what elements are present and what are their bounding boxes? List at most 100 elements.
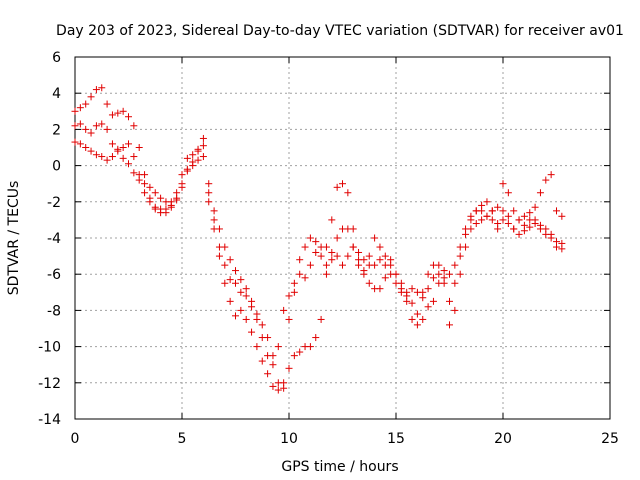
data-point — [183, 154, 191, 162]
data-point — [397, 288, 405, 296]
data-point — [114, 145, 122, 153]
data-point — [306, 234, 314, 242]
data-point — [103, 156, 111, 164]
data-point — [333, 234, 341, 242]
data-point — [114, 109, 122, 117]
data-point — [365, 252, 373, 260]
data-point — [339, 180, 346, 188]
data-point — [301, 243, 309, 251]
data-point — [413, 310, 421, 318]
data-point — [419, 315, 427, 323]
data-point — [274, 343, 282, 351]
data-point — [312, 248, 320, 256]
data-point — [312, 334, 320, 342]
data-point — [232, 279, 239, 287]
data-point — [210, 216, 218, 224]
data-point — [371, 261, 379, 269]
data-point — [98, 84, 106, 92]
data-point — [419, 294, 427, 302]
data-point — [226, 256, 234, 264]
data-point — [451, 306, 459, 314]
data-point — [558, 212, 566, 220]
data-point — [290, 352, 298, 360]
data-point — [435, 270, 443, 278]
data-point — [242, 315, 250, 323]
data-point — [210, 207, 218, 215]
y-tick-label: -6 — [47, 267, 61, 283]
data-point — [285, 364, 293, 372]
data-point — [280, 306, 288, 314]
data-point — [424, 285, 432, 293]
data-point — [322, 261, 330, 269]
chart-title: Day 203 of 2023, Sidereal Day-to-day VTE… — [56, 23, 624, 39]
data-point — [456, 270, 464, 278]
data-point — [360, 267, 368, 275]
data-point — [237, 288, 245, 296]
data-point — [488, 216, 496, 224]
data-point — [258, 357, 266, 365]
data-point — [119, 144, 127, 151]
data-point — [98, 120, 106, 128]
data-point — [253, 343, 261, 351]
data-point — [178, 171, 186, 179]
data-point — [82, 144, 90, 151]
data-point — [456, 252, 464, 260]
data-point — [349, 243, 357, 251]
data-point — [392, 279, 400, 287]
data-point — [189, 151, 197, 159]
data-point — [146, 198, 154, 206]
data-point — [226, 297, 234, 305]
data-point — [119, 107, 127, 115]
data-point — [274, 379, 282, 387]
data-point — [178, 183, 186, 191]
data-point — [429, 297, 437, 305]
data-point — [360, 256, 368, 264]
y-tick-label: -14 — [38, 412, 61, 428]
x-tick-label: 0 — [71, 431, 80, 447]
data-point — [429, 274, 437, 282]
data-point — [306, 261, 314, 269]
data-point — [456, 243, 464, 251]
data-point — [446, 297, 453, 305]
data-point — [547, 171, 555, 179]
data-point — [264, 370, 272, 378]
data-point — [199, 153, 207, 161]
data-point — [339, 261, 346, 269]
x-tick-label: 25 — [601, 431, 619, 447]
data-point — [167, 198, 175, 206]
data-point — [547, 234, 555, 242]
data-point — [531, 220, 539, 228]
data-point — [403, 292, 411, 300]
data-point — [526, 209, 534, 217]
data-point — [269, 382, 277, 390]
data-point — [446, 270, 453, 278]
data-point — [440, 267, 448, 275]
data-point — [194, 145, 202, 153]
data-point — [333, 252, 341, 260]
y-tick-label: 6 — [52, 50, 61, 66]
data-point — [317, 252, 325, 260]
x-tick-label: 10 — [280, 431, 298, 447]
data-point — [413, 288, 421, 296]
data-point — [478, 216, 486, 224]
data-point — [237, 306, 245, 314]
data-point — [381, 261, 389, 269]
data-point — [205, 189, 213, 197]
data-point — [408, 315, 416, 323]
data-point — [205, 180, 213, 188]
data-point — [237, 276, 245, 284]
data-point — [141, 189, 149, 197]
data-point — [328, 248, 336, 256]
data-point — [408, 299, 416, 307]
data-point — [258, 321, 266, 329]
data-point — [520, 227, 528, 235]
x-tick-label: 5 — [178, 431, 187, 447]
data-point — [285, 315, 293, 323]
axis-ticks: 0 5 10 15 20 25 -14 -12 -10 -8 -6 -4 -2 0 2 4 6 — [38, 50, 619, 447]
data-point — [344, 225, 352, 233]
data-point — [296, 348, 304, 356]
data-point — [472, 220, 480, 228]
data-point — [108, 153, 116, 161]
data-point — [515, 216, 523, 224]
